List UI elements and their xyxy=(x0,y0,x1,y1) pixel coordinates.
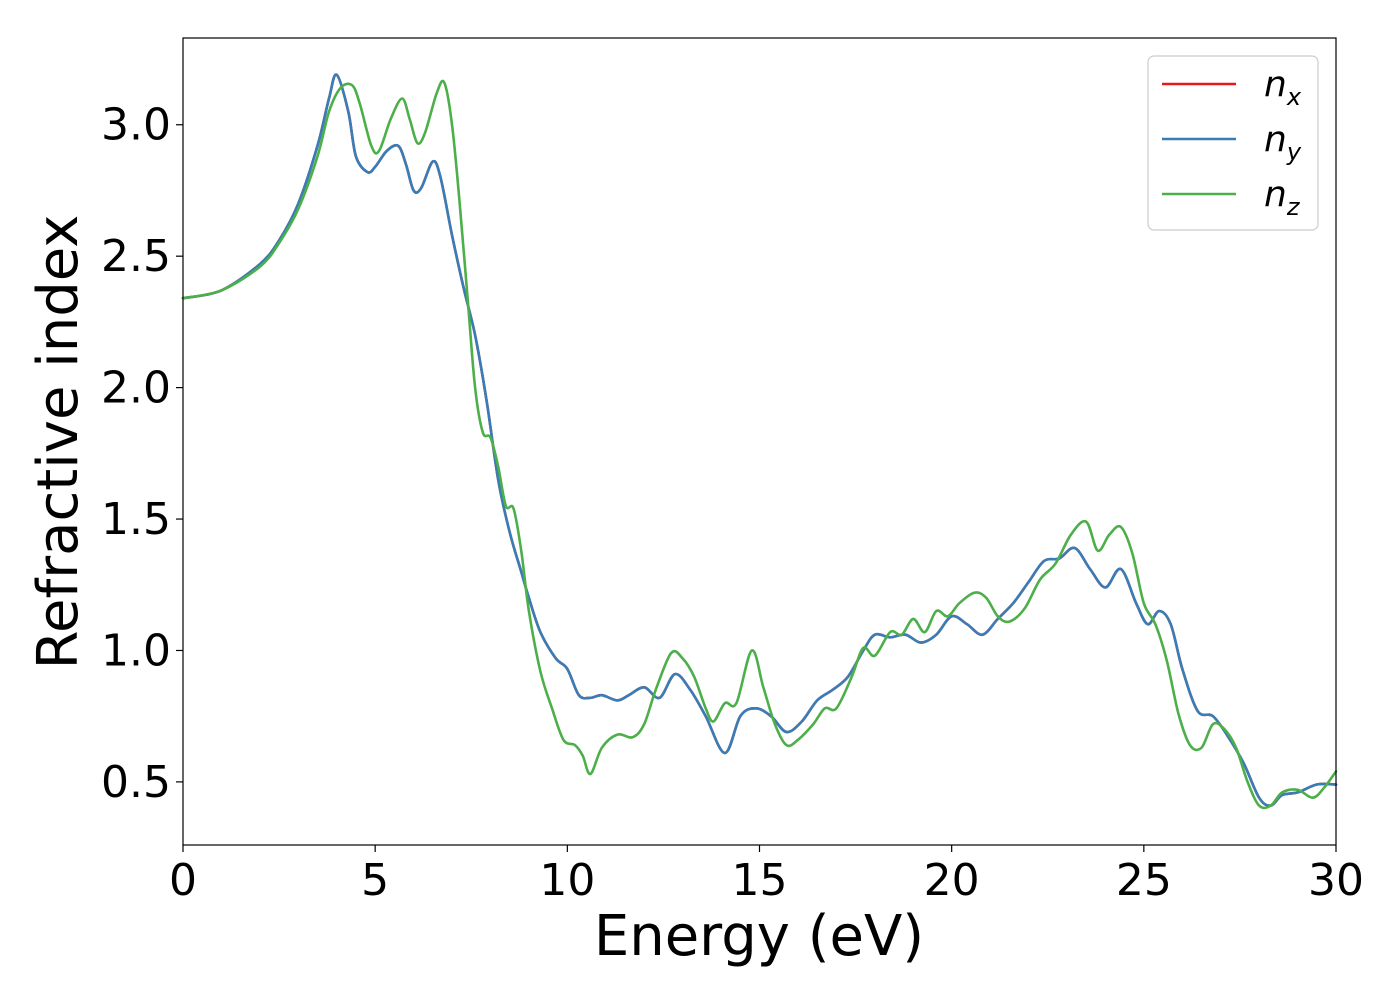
legend-label-n-x: nx xyxy=(1264,64,1302,111)
legend-items: nx ny nz xyxy=(1162,64,1302,221)
x-tick-label: 5 xyxy=(361,855,389,906)
x-tick-label: 10 xyxy=(539,855,595,906)
x-tick-label: 0 xyxy=(169,855,197,906)
y-tick-label: 2.5 xyxy=(101,231,171,282)
x-tick-label: 20 xyxy=(924,855,980,906)
legend-label-n-y: ny xyxy=(1264,119,1302,166)
legend-label-n-z: nz xyxy=(1264,174,1301,221)
y-axis-ticks: 0.5 1.0 1.5 2.0 2.5 3.0 xyxy=(101,100,183,808)
y-tick-label: 1.5 xyxy=(101,494,171,545)
x-axis-label: Energy (eV) xyxy=(594,904,924,969)
y-tick-label: 1.0 xyxy=(101,625,171,676)
x-axis-ticks: 0 5 10 15 20 25 30 xyxy=(169,845,1364,906)
x-tick-label: 25 xyxy=(1116,855,1172,906)
series-layer xyxy=(181,73,1338,810)
legend-box xyxy=(1147,55,1319,231)
x-tick-label: 15 xyxy=(732,855,788,906)
legend: nx ny nz xyxy=(1147,55,1319,231)
series-line-n-y xyxy=(181,73,1338,807)
y-axis-label: Refractive index xyxy=(26,215,91,670)
y-tick-label: 0.5 xyxy=(101,757,171,808)
series-line-n-z xyxy=(181,79,1338,810)
x-tick-label: 30 xyxy=(1308,855,1364,906)
y-tick-label: 2.0 xyxy=(101,363,171,414)
y-tick-label: 3.0 xyxy=(101,100,171,151)
